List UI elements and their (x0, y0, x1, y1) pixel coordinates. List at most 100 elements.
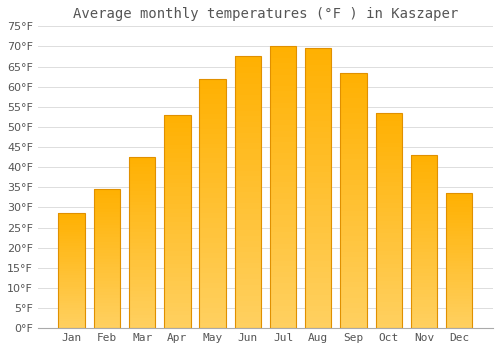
Bar (410, 173, 437, 176)
Bar (376, 285, 402, 289)
Bar (200, 238, 226, 243)
Bar (58, 314, 85, 317)
Bar (200, 228, 226, 233)
Bar (340, 287, 366, 292)
Bar (305, 261, 332, 267)
Bar (200, 113, 226, 119)
Bar (410, 290, 437, 294)
Bar (270, 300, 296, 306)
Bar (340, 108, 366, 113)
Bar (234, 170, 261, 176)
Bar (410, 159, 437, 162)
Bar (446, 277, 472, 280)
Bar (446, 326, 472, 328)
Bar (340, 195, 366, 201)
Bar (234, 219, 261, 225)
Bar (94, 320, 120, 323)
Bar (164, 196, 190, 200)
Bar (305, 289, 332, 295)
Bar (94, 287, 120, 289)
Bar (446, 229, 472, 231)
Bar (340, 241, 366, 246)
Bar (446, 261, 472, 264)
Bar (200, 99, 226, 104)
Bar (376, 289, 402, 294)
Bar (234, 193, 261, 198)
Bar (410, 238, 437, 242)
Bar (446, 247, 472, 250)
Bar (200, 293, 226, 298)
Bar (376, 134, 402, 139)
Bar (234, 122, 261, 127)
Bar (340, 216, 366, 221)
Bar (129, 273, 156, 277)
Bar (94, 253, 120, 256)
Bar (376, 311, 402, 315)
Bar (270, 63, 296, 69)
Bar (200, 208, 226, 214)
Bar (305, 138, 332, 144)
Bar (129, 219, 156, 222)
Bar (376, 242, 402, 246)
Bar (234, 323, 261, 328)
Bar (164, 303, 190, 307)
Bar (234, 94, 261, 100)
Bar (58, 239, 85, 241)
Bar (376, 259, 402, 264)
Bar (270, 323, 296, 328)
Bar (129, 205, 156, 209)
Bar (94, 306, 120, 309)
Bar (340, 236, 366, 241)
Bar (340, 113, 366, 119)
Bar (305, 194, 332, 199)
Bar (376, 307, 402, 311)
Bar (234, 285, 261, 290)
Bar (164, 243, 190, 247)
Bar (270, 176, 296, 182)
Bar (446, 280, 472, 282)
Bar (129, 298, 156, 301)
Bar (129, 267, 156, 270)
Bar (200, 178, 226, 183)
Bar (164, 209, 190, 213)
Bar (376, 186, 402, 190)
Bar (305, 88, 332, 93)
Bar (58, 317, 85, 319)
Bar (376, 143, 402, 147)
Bar (58, 324, 85, 326)
Bar (164, 226, 190, 230)
Bar (234, 181, 261, 187)
Bar (305, 233, 332, 239)
Bar (129, 280, 156, 284)
Bar (129, 290, 156, 294)
Bar (270, 165, 296, 170)
Bar (234, 241, 261, 247)
Bar (270, 221, 296, 227)
Bar (446, 242, 472, 245)
Bar (446, 266, 472, 269)
Bar (234, 160, 261, 165)
Bar (164, 234, 190, 239)
Bar (410, 179, 437, 183)
Bar (94, 317, 120, 320)
Bar (305, 317, 332, 323)
Bar (164, 162, 190, 166)
Bar (58, 236, 85, 239)
Bar (305, 121, 332, 127)
Bar (305, 76, 332, 82)
Bar (58, 234, 85, 236)
Bar (164, 260, 190, 264)
Bar (58, 257, 85, 259)
Bar (410, 266, 437, 270)
Bar (305, 312, 332, 317)
Bar (234, 317, 261, 323)
Bar (376, 113, 402, 117)
Bar (305, 188, 332, 194)
Bar (305, 284, 332, 289)
Bar (270, 91, 296, 97)
Bar (446, 250, 472, 253)
Bar (234, 274, 261, 279)
Bar (234, 225, 261, 230)
Bar (376, 220, 402, 225)
Bar (270, 260, 296, 266)
